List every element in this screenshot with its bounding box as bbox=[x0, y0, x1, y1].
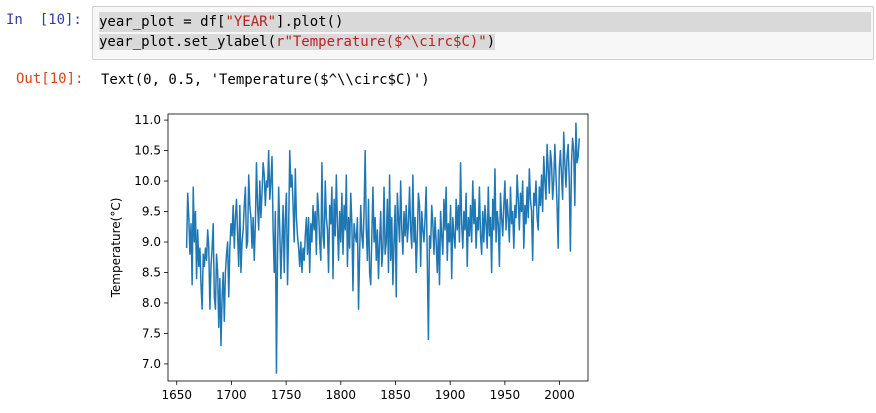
y-tick-label: 11.0 bbox=[134, 113, 161, 127]
x-tick-label: 1650 bbox=[161, 388, 192, 402]
y-tick-label: 8.5 bbox=[142, 265, 161, 279]
x-tick-label: 1950 bbox=[490, 388, 521, 402]
code-string: r"Temperature($^\circ$C)" bbox=[276, 34, 487, 50]
x-tick-label: 1900 bbox=[435, 388, 466, 402]
code-text: year_plot = df[ bbox=[99, 14, 226, 30]
y-tick-label: 7.5 bbox=[142, 326, 161, 340]
code-line-2[interactable]: year_plot.set_ylabel(r"Temperature($^\ci… bbox=[99, 32, 496, 52]
series-line-0 bbox=[185, 122, 580, 374]
x-tick-label: 2000 bbox=[544, 388, 575, 402]
y-tick-label: 8.0 bbox=[142, 296, 161, 310]
y-tick-label: 9.0 bbox=[142, 235, 161, 249]
y-tick-label: 7.0 bbox=[142, 357, 161, 371]
x-tick-label: 1800 bbox=[326, 388, 357, 402]
temperature-line-chart: 1650 1700 1750 1800 1850 1900 1950 2000 7.0 7.5 8.… bbox=[109, 113, 589, 402]
y-tick-label: 9.5 bbox=[142, 205, 161, 219]
code-text: year_plot.set_ylabel( bbox=[99, 34, 277, 50]
output-text: Text(0, 0.5, 'Temperature($^\\circ$C)') bbox=[101, 72, 430, 88]
code-input-area[interactable]: year_plot = df["YEAR"].plot() year_plot.… bbox=[92, 6, 874, 60]
x-tick-label: 1850 bbox=[380, 388, 411, 402]
plot-frame bbox=[167, 113, 589, 382]
code-string: "YEAR" bbox=[225, 14, 277, 30]
code-text: ) bbox=[486, 34, 496, 50]
out-prompt: Out[10]: bbox=[16, 71, 84, 87]
x-tick-label: 1750 bbox=[271, 388, 302, 402]
y-axis-label: Temperature(°C) bbox=[109, 198, 123, 299]
y-tick-label: 10.5 bbox=[134, 144, 161, 158]
code-line-1[interactable]: year_plot = df["YEAR"].plot() bbox=[99, 12, 871, 32]
in-prompt: In [10]: bbox=[6, 12, 82, 28]
y-tick-label: 10.0 bbox=[134, 174, 161, 188]
code-text: ].plot() bbox=[276, 14, 344, 30]
x-tick-label: 1700 bbox=[216, 388, 247, 402]
